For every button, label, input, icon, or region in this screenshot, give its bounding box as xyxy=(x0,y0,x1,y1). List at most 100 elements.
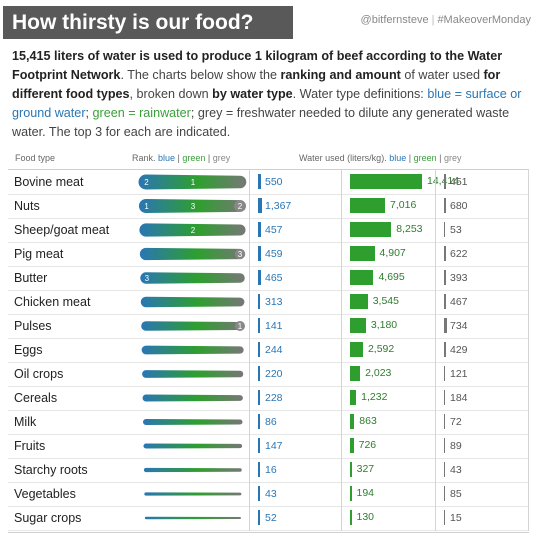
column-header-food: Food type xyxy=(15,153,56,163)
column-divider xyxy=(528,169,529,531)
green-water-value: 7,016 xyxy=(390,199,417,211)
green-water-bar xyxy=(350,270,374,285)
rank-number: 1 xyxy=(238,322,243,331)
rank-spindle-shape xyxy=(143,419,243,425)
rank-spindle: 3 xyxy=(139,247,246,261)
grey-water-value: 680 xyxy=(450,200,468,212)
blue-water-value: 228 xyxy=(265,392,283,404)
rank-number: 3 xyxy=(145,274,150,283)
table-row: Sheep/goat meat 2 457 8,253 53 xyxy=(8,218,529,243)
green-water-bar xyxy=(350,198,386,213)
blue-water-value: 465 xyxy=(265,272,283,284)
green-water-value: 726 xyxy=(358,439,377,451)
food-type-label: Bovine meat xyxy=(14,175,84,189)
green-water-value: 2,592 xyxy=(367,343,395,355)
food-type-label: Chicken meat xyxy=(14,295,91,309)
grey-water-bar xyxy=(444,486,446,501)
green-water-bar xyxy=(350,486,352,501)
blue-water-bar xyxy=(258,438,261,453)
green-water-value: 130 xyxy=(356,511,375,523)
water-header-label: Water used (liters/kg). xyxy=(299,153,390,163)
blue-water-bar xyxy=(258,270,261,285)
green-water-bar xyxy=(350,414,355,429)
green-water-bar xyxy=(350,390,357,405)
rank-spindle xyxy=(142,394,243,402)
rank-number: 1 xyxy=(144,202,149,211)
grey-water-value: 622 xyxy=(450,248,468,260)
blue-definition: blue = surface or ground water xyxy=(12,87,522,120)
blue-water-value: 1,367 xyxy=(265,200,292,212)
rank-spindle-shape xyxy=(138,174,247,190)
grey-water-value: 184 xyxy=(450,392,468,404)
table-row: Butter 3 465 4,695 393 xyxy=(8,266,529,291)
table-row: Bovine meat2155014,414451 xyxy=(8,170,529,195)
food-type-label: Fruits xyxy=(14,439,46,453)
grey-water-bar xyxy=(444,414,446,429)
green-water-value: 3,545 xyxy=(372,295,399,307)
green-definition: green = rainwater xyxy=(92,106,191,120)
column-header-rank: Rank. blue | green | grey xyxy=(132,153,230,163)
green-water-bar xyxy=(350,222,392,237)
rank-spindle-shape xyxy=(142,370,244,378)
grey-water-value: 429 xyxy=(450,344,468,356)
intro-text: 15,415 liters of water is used to produc… xyxy=(12,47,530,142)
intro-text-part: , broken down xyxy=(129,87,213,101)
rank-badge xyxy=(234,200,246,212)
header-separator: | xyxy=(436,153,444,163)
green-water-value: 2,023 xyxy=(365,367,392,379)
blue-water-bar xyxy=(258,222,261,237)
table-row: Oil crops 220 2,023 121 xyxy=(8,362,529,387)
food-type-label: Milk xyxy=(14,415,37,429)
blue-water-bar xyxy=(258,342,261,357)
grey-water-bar xyxy=(444,366,446,381)
page-title: How thirsty is our food? xyxy=(12,11,254,34)
rank-spindle: 1 3 2 xyxy=(138,198,246,214)
rank-header-blue: blue xyxy=(158,153,176,163)
rank-spindle: 3 xyxy=(140,272,245,284)
water-header-blue: blue xyxy=(389,153,407,163)
food-type-label: Sheep/goat meat xyxy=(14,223,110,237)
rank-spindle xyxy=(142,370,244,378)
grey-water-value: 121 xyxy=(450,368,468,380)
table-row: Pulses 1 141 3,180 734 xyxy=(8,314,529,339)
rank-spindle: 2 xyxy=(139,223,246,237)
credit: @bitfernsteve | #MakeoverMonday xyxy=(361,14,531,26)
grey-water-value: 393 xyxy=(450,272,468,284)
blue-water-bar xyxy=(258,486,261,501)
green-water-value: 3,180 xyxy=(370,319,398,331)
rank-number: 3 xyxy=(191,202,196,211)
rank-spindle-shape xyxy=(138,198,246,214)
blue-water-value: 52 xyxy=(265,512,277,524)
food-type-label: Butter xyxy=(14,271,48,285)
food-type-label: Starchy roots xyxy=(14,463,88,477)
rank-spindle-shape xyxy=(141,345,244,355)
food-type-label: Pulses xyxy=(14,319,52,333)
food-type-label: Pig meat xyxy=(14,247,64,261)
grey-water-bar xyxy=(444,294,446,309)
rank-spindle-shape xyxy=(143,467,242,473)
blue-water-value: 147 xyxy=(265,440,283,452)
water-table: Bovine meat2155014,414451Nuts1321,3677,0… xyxy=(8,169,529,533)
grey-water-bar xyxy=(444,198,447,213)
green-water-bar xyxy=(350,462,352,477)
table-row: Pig meat 3 459 4,907 622 xyxy=(8,242,529,267)
grey-definition: grey = freshwater needed to dilute any g… xyxy=(12,106,510,139)
rank-header-grey: grey xyxy=(212,153,231,163)
blue-water-value: 457 xyxy=(265,224,283,236)
table-row: Starchy roots 16 327 43 xyxy=(8,458,529,483)
rank-spindle xyxy=(140,296,245,308)
blue-water-bar xyxy=(258,198,262,213)
table-row: Fruits 147 726 89 xyxy=(8,434,529,459)
blue-water-value: 550 xyxy=(265,176,283,188)
blue-water-value: 16 xyxy=(265,464,277,476)
intro-bold-part: ranking and amount xyxy=(280,68,401,82)
intro-text-part: . The top 3 for each are indicated. xyxy=(42,125,231,139)
blue-water-value: 244 xyxy=(265,344,283,356)
green-water-bar xyxy=(350,510,352,525)
table-row: Cereals 228 1,232 184 xyxy=(8,386,529,411)
grey-water-value: 734 xyxy=(450,320,468,332)
grey-water-bar xyxy=(444,438,446,453)
grey-water-value: 451 xyxy=(450,176,468,188)
rank-number: 2 xyxy=(238,202,243,211)
